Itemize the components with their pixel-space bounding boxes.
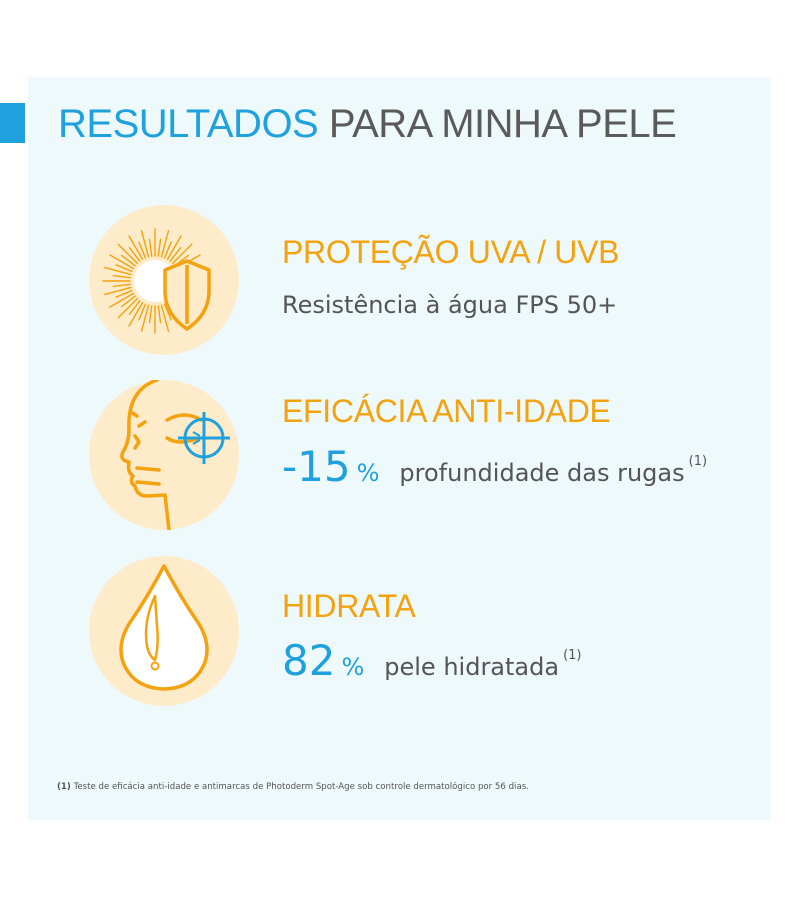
sun-shield-icon xyxy=(89,205,239,355)
accent-bar xyxy=(0,103,25,143)
footnote-mark: (1) xyxy=(57,782,71,792)
sun-ray xyxy=(112,274,131,279)
sun-ray xyxy=(112,283,131,288)
sun-ray xyxy=(104,286,132,296)
sun-ray xyxy=(109,254,135,270)
sun-ray xyxy=(120,254,136,267)
page-title: RESULTADOS PARA MINHA PELE xyxy=(58,98,677,150)
sun-ray xyxy=(115,264,133,273)
face-target-icon xyxy=(89,380,239,530)
sun-ray xyxy=(148,305,153,324)
sun-ray xyxy=(128,300,141,316)
wrinkle-value: -15 xyxy=(282,442,351,491)
sun-ray xyxy=(163,303,172,321)
protection-subtitle: Resistência à água FPS 50+ xyxy=(282,291,618,319)
hydration-stat: 82% pele hidratada (1) xyxy=(282,631,582,695)
sun-ray xyxy=(138,303,147,321)
water-drop-icon xyxy=(89,556,239,706)
sun-ray xyxy=(128,235,144,261)
footnote-text: Teste de eficácia anti-idade e antimarca… xyxy=(73,782,529,792)
sun-ray xyxy=(109,292,135,308)
sun-ray xyxy=(166,235,182,261)
hydration-footnote-ref: (1) xyxy=(563,648,582,663)
sun-ray xyxy=(117,297,139,319)
sun-ray xyxy=(128,246,141,262)
sun-ray xyxy=(160,304,170,332)
sun-ray xyxy=(169,246,182,262)
sun-ray xyxy=(115,289,133,298)
sun-ray xyxy=(104,266,132,276)
sun-ray xyxy=(148,238,153,257)
sun-ray xyxy=(140,304,150,332)
hydration-value: 82 xyxy=(282,636,336,685)
sun-ray xyxy=(117,243,139,265)
wrinkle-unit: % xyxy=(356,459,380,487)
title-light: PARA MINHA PELE xyxy=(328,102,677,146)
sun-ray xyxy=(171,243,193,265)
hydration-heading: HIDRATA xyxy=(282,588,416,624)
hydration-unit: % xyxy=(341,653,365,681)
sun-ray xyxy=(120,295,136,308)
sun-ray xyxy=(157,305,162,324)
sun-ray xyxy=(163,241,172,259)
hydration-description: pele hidratada xyxy=(384,653,560,681)
sun-ray xyxy=(138,241,147,259)
anti-aging-heading: EFICÁCIA ANTI-IDADE xyxy=(282,393,611,429)
wrinkle-description: profundidade das rugas xyxy=(399,459,685,487)
wrinkle-footnote-ref: (1) xyxy=(688,454,708,469)
protection-heading: PROTEÇÃO UVA / UVB xyxy=(282,234,620,270)
sun-ray xyxy=(157,238,162,257)
sun-ray xyxy=(128,301,144,327)
anti-aging-stat: -15% profundidade das rugas (1) xyxy=(282,437,707,501)
sun-ray xyxy=(140,230,150,258)
title-strong: RESULTADOS xyxy=(58,102,319,146)
sun-ray xyxy=(160,230,170,258)
footnote: (1) Teste de eficácia anti-idade e antim… xyxy=(57,782,529,792)
